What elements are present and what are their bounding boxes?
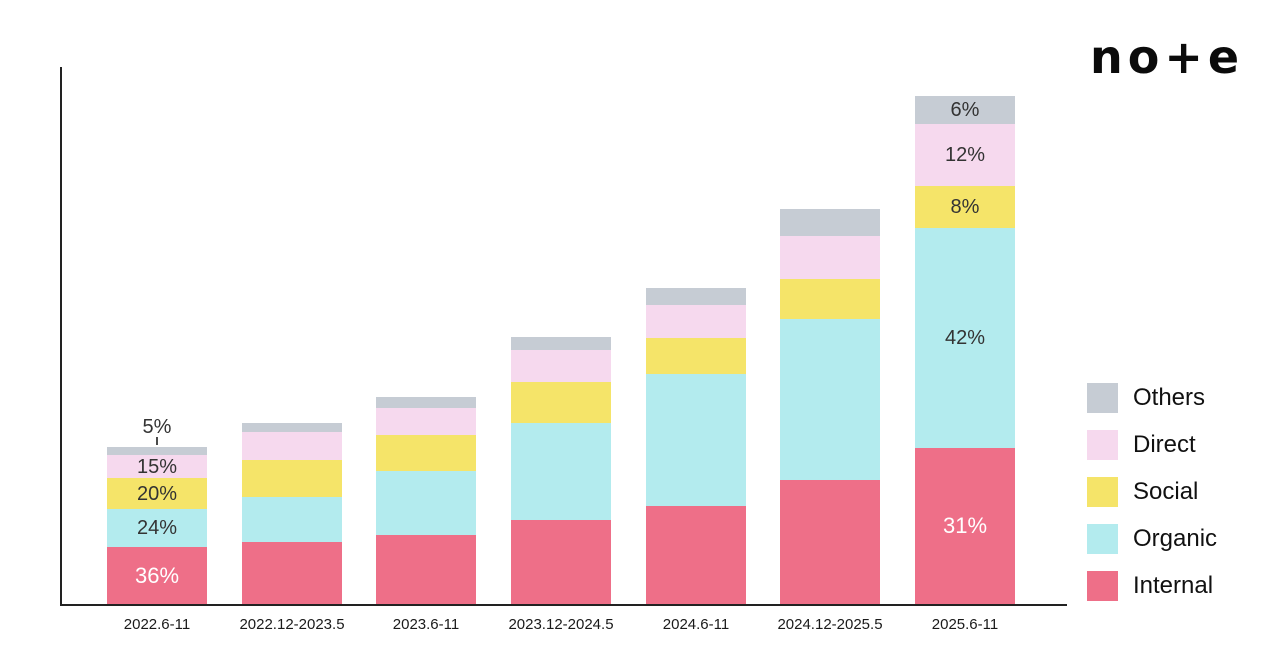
bar-segment-others [107,447,207,455]
stacked-bar: 15% 20% 24% 36% [107,447,207,604]
bar-segment-direct [511,350,611,382]
bar-segment-others [376,397,476,408]
bar-segment-internal: 31% [915,448,1015,604]
legend-swatch [1087,571,1118,601]
bar-segment-others: 6% [915,96,1015,124]
label-leader-line [156,437,158,445]
x-tick-label: 2022.6-11 [123,616,191,633]
stacked-bar [646,288,746,604]
bar-segment-direct [242,432,342,460]
legend-swatch [1087,430,1118,460]
legend-item-social: Social [1087,477,1217,507]
bar-segment-social [242,460,342,497]
bar-segment-social [646,338,746,374]
bar-segment-social [376,435,476,471]
stacked-bar [242,423,342,604]
bar-segment-social [780,279,880,319]
bar-segment-direct [646,305,746,338]
bar-segment-internal [780,480,880,604]
bar-segment-internal [376,535,476,604]
bar-segment-social: 20% [107,478,207,509]
legend: Others Direct Social Organic Internal [1087,383,1217,618]
legend-item-internal: Internal [1087,571,1217,601]
bar-segment-organic [511,423,611,520]
legend-item-others: Others [1087,383,1217,413]
legend-label: Internal [1133,572,1214,599]
segment-value-label: 15% [136,455,178,478]
bar-segment-internal: 36% [107,547,207,604]
bar-segment-internal [646,506,746,604]
segment-value-label: 8% [950,196,980,218]
bar-segment-others [780,209,880,236]
bar-segment-direct: 12% [915,124,1015,186]
bar-segment-organic [646,374,746,506]
legend-label: Direct [1133,431,1196,458]
stacked-bar [511,337,611,604]
legend-item-direct: Direct [1087,430,1217,460]
note-logo: no+e [1090,30,1245,84]
x-tick-label: 2022.12-2023.5 [239,616,345,633]
segment-value-label: 31% [942,513,988,538]
legend-item-organic: Organic [1087,524,1217,554]
legend-label: Social [1133,478,1199,505]
bar-segment-organic [780,319,880,480]
bar-segment-direct: 15% [107,455,207,478]
bar-segment-direct [780,236,880,279]
legend-swatch [1087,524,1118,554]
bar-segment-others [242,423,342,432]
x-tick-label: 2024.12-2025.5 [777,616,883,633]
segment-value-label: 42% [944,327,986,349]
segment-value-label: 36% [134,562,180,588]
x-tick-label: 2025.6-11 [931,616,999,633]
bar-segment-organic: 24% [107,509,207,547]
segment-value-label: 6% [950,99,980,121]
bar-segment-organic [376,471,476,535]
bar-segment-others [511,337,611,350]
y-axis-line [60,67,62,606]
bar-segment-organic: 42% [915,228,1015,448]
bar-segment-internal [511,520,611,604]
segment-value-label: 24% [136,517,178,539]
x-tick-label: 2023.12-2024.5 [508,616,614,633]
bar-segment-internal [242,542,342,604]
legend-swatch [1087,383,1118,413]
x-tick-label: 2023.6-11 [392,616,460,633]
legend-swatch [1087,477,1118,507]
stacked-bar [376,397,476,604]
bar-segment-direct [376,408,476,435]
segment-value-label: 12% [944,144,986,166]
segment-value-label-outside: 5% [142,416,172,438]
legend-label: Others [1133,384,1206,411]
legend-label: Organic [1133,525,1218,552]
bar-segment-social [511,382,611,423]
stacked-bar: 6% 12% 8% 42% 31% [915,96,1015,604]
stacked-bar [780,209,880,604]
x-axis-line [60,604,1067,606]
segment-value-label: 20% [136,482,178,505]
bar-segment-organic [242,497,342,542]
bar-segment-others [646,288,746,305]
x-tick-label: 2024.6-11 [662,616,730,633]
bar-segment-social: 8% [915,186,1015,228]
